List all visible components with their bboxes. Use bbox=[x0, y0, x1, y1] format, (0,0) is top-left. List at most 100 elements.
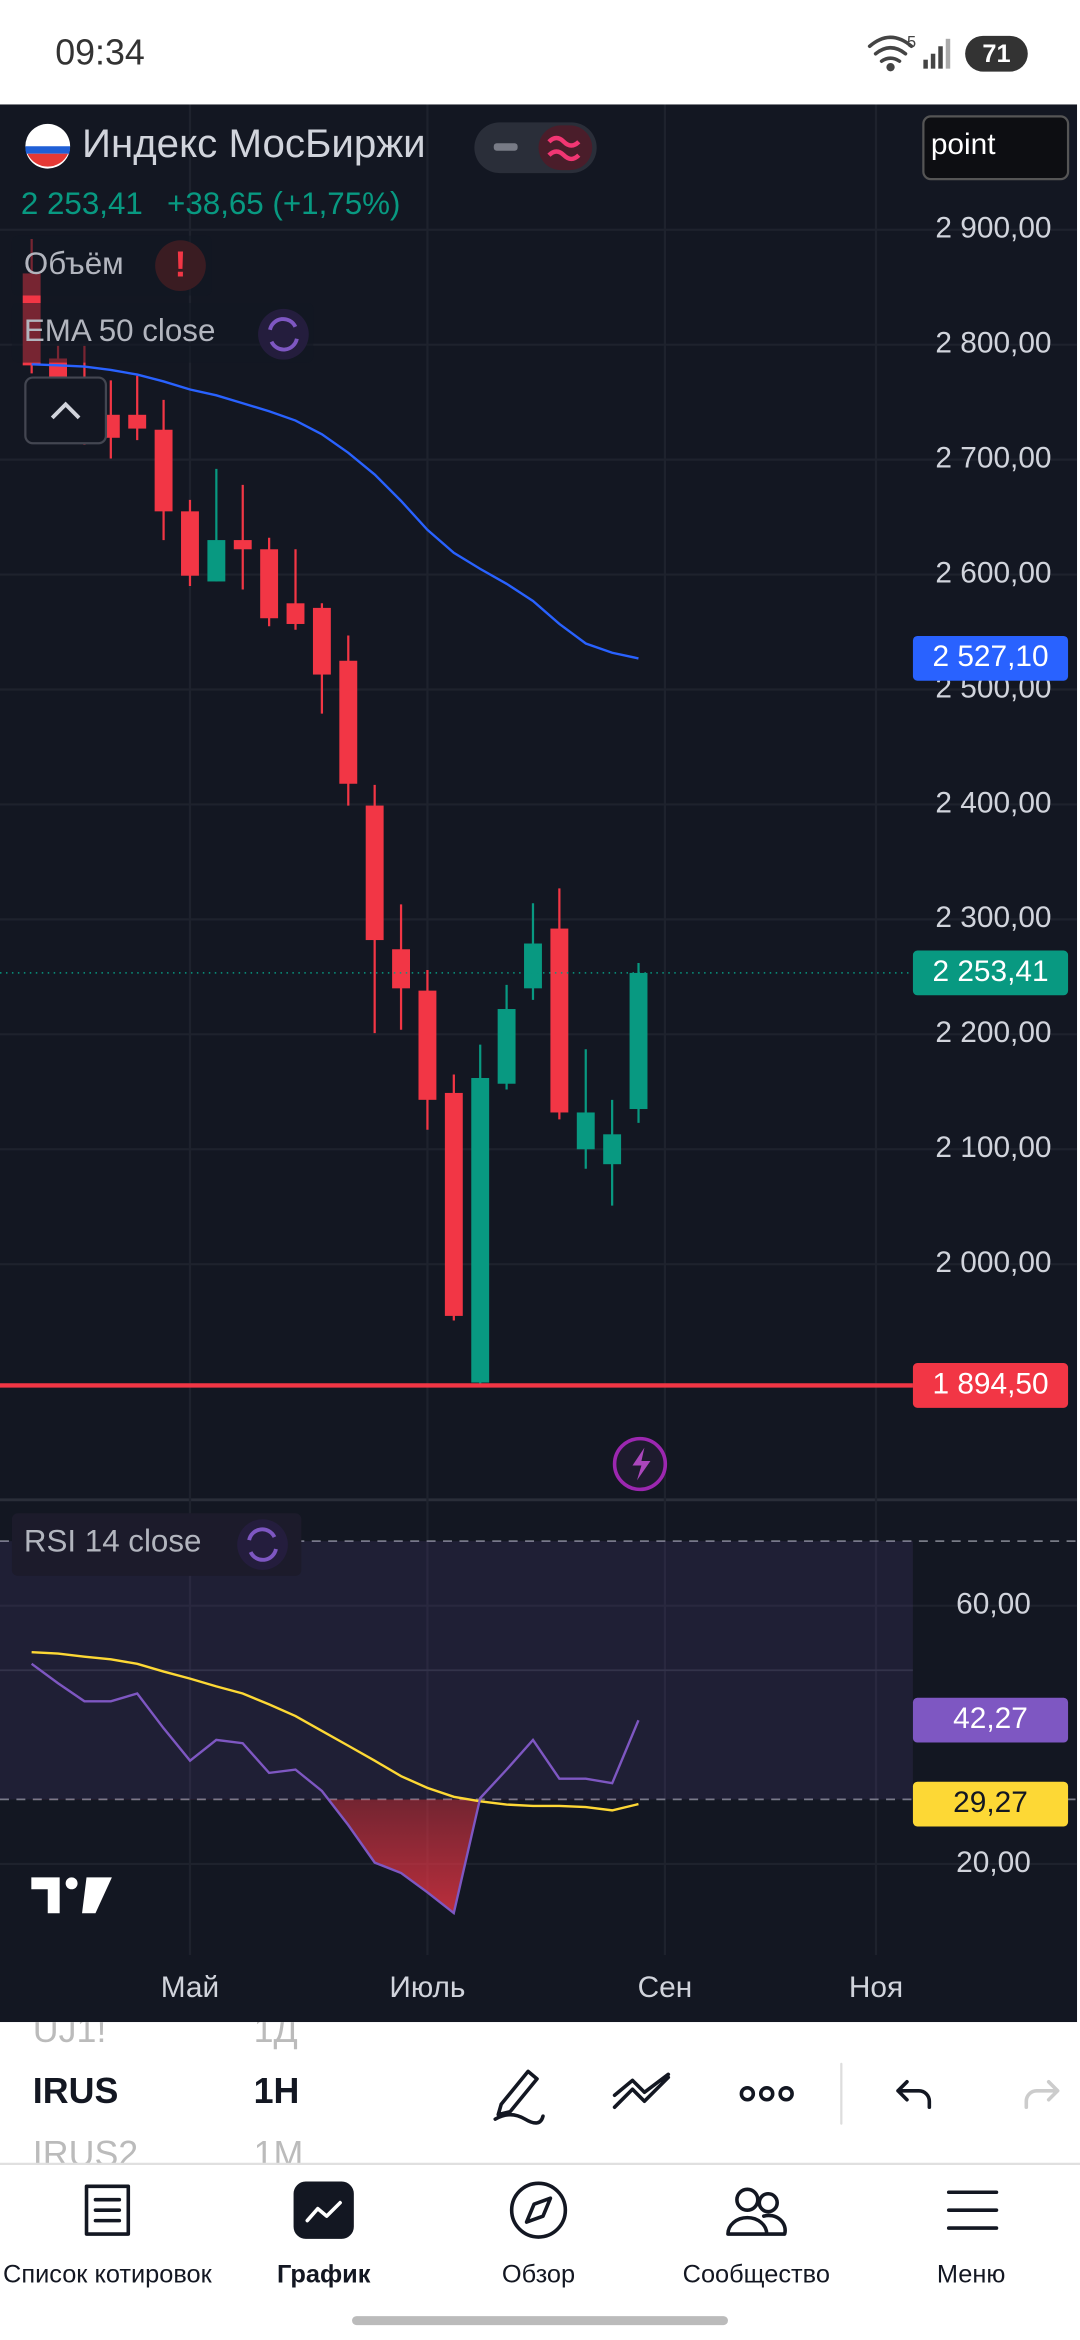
warning-mark: ! bbox=[175, 245, 187, 285]
wifi-icon bbox=[867, 35, 914, 72]
candle-body bbox=[233, 540, 252, 550]
menu-icon[interactable] bbox=[946, 2190, 999, 2230]
lightning-icon bbox=[632, 1447, 651, 1481]
candle-body bbox=[128, 414, 147, 429]
y-tick-label: 60,00 bbox=[956, 1588, 1031, 1621]
rsi-line bbox=[30, 1662, 640, 1916]
interval[interactable]: 1Д bbox=[254, 2010, 298, 2050]
more-tool[interactable] bbox=[739, 2086, 794, 2102]
price-label-bg bbox=[912, 1781, 1069, 1827]
price-label: 2 527,10 bbox=[932, 640, 1048, 673]
y-tick-label: 20,00 bbox=[956, 1846, 1031, 1879]
price-pane bbox=[22, 238, 648, 1386]
interval[interactable]: 1H bbox=[254, 2071, 300, 2111]
tab-label[interactable]: Список котировок bbox=[3, 2261, 213, 2289]
chart-area bbox=[0, 104, 1078, 2023]
home-indicator bbox=[352, 2316, 728, 2326]
rsi-band bbox=[0, 1541, 913, 1800]
battery bbox=[965, 35, 1028, 72]
candle-body bbox=[365, 805, 384, 941]
chart-icon[interactable] bbox=[293, 2181, 354, 2239]
toggle-active bbox=[538, 125, 593, 171]
cursor-mode: point bbox=[931, 128, 996, 161]
toggle-icon bbox=[493, 143, 518, 151]
clock: 09:34 bbox=[55, 33, 145, 73]
chevron-up bbox=[50, 401, 81, 420]
candle-body bbox=[181, 511, 199, 576]
price-label-bg bbox=[912, 1697, 1069, 1743]
symbol-list: UJ1! 1Д IRUS 1H IRUS2 1M bbox=[33, 2010, 304, 2174]
refresh-icon[interactable] bbox=[237, 1519, 288, 1570]
candle-body bbox=[154, 429, 173, 512]
candle-body bbox=[444, 1092, 463, 1316]
candle-body bbox=[576, 1112, 595, 1150]
price-label-bg bbox=[912, 635, 1069, 681]
battery-level: 71 bbox=[982, 40, 1010, 68]
explore-icon[interactable] bbox=[509, 2181, 568, 2239]
candle-body bbox=[392, 949, 411, 989]
candle-body bbox=[286, 603, 305, 624]
tradingview-logo bbox=[31, 1877, 112, 1914]
lines-tool[interactable] bbox=[612, 2072, 671, 2109]
draw-tool[interactable] bbox=[493, 2069, 545, 2125]
wave-icon bbox=[547, 135, 581, 162]
refresh-arrows bbox=[247, 1527, 278, 1562]
chart-icon-line bbox=[305, 2200, 342, 2223]
ema-label[interactable]: EMA 50 close bbox=[24, 313, 216, 348]
axes: 2 000,00 2 100,00 2 200,00 2 300,00 2 400,00… bbox=[0, 212, 1069, 2004]
price-label: 29,27 bbox=[953, 1786, 1028, 1819]
y-tick-label: 2 200,00 bbox=[935, 1016, 1051, 1049]
rsi-line bbox=[31, 1650, 639, 1812]
symbol[interactable]: IRUS2 bbox=[33, 2134, 138, 2174]
legend-bg bbox=[11, 1513, 302, 1576]
redo[interactable] bbox=[1024, 2080, 1060, 2109]
candle-body bbox=[497, 1009, 516, 1084]
y-tick-label: 2 000,00 bbox=[935, 1246, 1051, 1279]
interval[interactable]: 1M bbox=[254, 2134, 304, 2174]
ema-line bbox=[31, 363, 639, 660]
status-bar bbox=[0, 0, 1080, 105]
tab-label[interactable]: Обзор bbox=[502, 2261, 575, 2289]
symbol[interactable]: UJ1! bbox=[33, 2010, 107, 2050]
candle-body bbox=[260, 549, 279, 619]
flag-red bbox=[27, 153, 69, 167]
y-tick-label: 2 800,00 bbox=[935, 327, 1051, 360]
undo[interactable] bbox=[896, 2080, 932, 2109]
warning-icon[interactable] bbox=[155, 240, 206, 292]
signal-icon bbox=[923, 38, 951, 69]
rsi-pane bbox=[0, 1541, 913, 1916]
price-label: 1 894,50 bbox=[932, 1367, 1048, 1400]
x-tick-label: Май bbox=[161, 1971, 219, 2004]
cursor-mode-box[interactable] bbox=[922, 115, 1070, 181]
y-tick-label: 2 100,00 bbox=[935, 1131, 1051, 1164]
tab-label[interactable]: Сообщество bbox=[683, 2261, 830, 2289]
candle-body bbox=[550, 928, 569, 1113]
community-icon[interactable] bbox=[726, 2187, 787, 2236]
x-tick-label: Сен bbox=[638, 1971, 693, 2004]
watchlist-icon[interactable] bbox=[84, 2184, 131, 2236]
price-label: 42,27 bbox=[953, 1702, 1028, 1735]
compass-needle bbox=[524, 2196, 553, 2224]
y-tick-label: 2 300,00 bbox=[935, 901, 1051, 934]
last-price: 2 253,41 bbox=[21, 186, 143, 221]
y-tick-label: 2 400,00 bbox=[935, 786, 1051, 819]
y-tick-label: 2 600,00 bbox=[935, 556, 1051, 589]
candle-body bbox=[418, 990, 437, 1100]
x-tick-label: Ноя bbox=[849, 1971, 903, 2004]
volume-label[interactable]: Объём bbox=[24, 246, 124, 281]
refresh-arrows bbox=[268, 317, 299, 352]
refresh-icon[interactable] bbox=[258, 308, 309, 360]
rsi-label[interactable]: RSI 14 close bbox=[24, 1523, 202, 1558]
candle-body bbox=[471, 1077, 490, 1383]
collapse-button[interactable] bbox=[24, 376, 108, 445]
tab-bar bbox=[0, 2165, 1080, 2340]
price-label: 2 253,41 bbox=[932, 955, 1048, 988]
tab-label[interactable]: Меню bbox=[937, 2261, 1006, 2289]
symbol-name[interactable]: Индекс МосБиржи bbox=[82, 121, 426, 166]
candle-body bbox=[603, 1134, 622, 1165]
toolbar bbox=[0, 2022, 1080, 2164]
tab-label[interactable]: График bbox=[277, 2261, 371, 2289]
symbol[interactable]: IRUS bbox=[33, 2071, 119, 2111]
